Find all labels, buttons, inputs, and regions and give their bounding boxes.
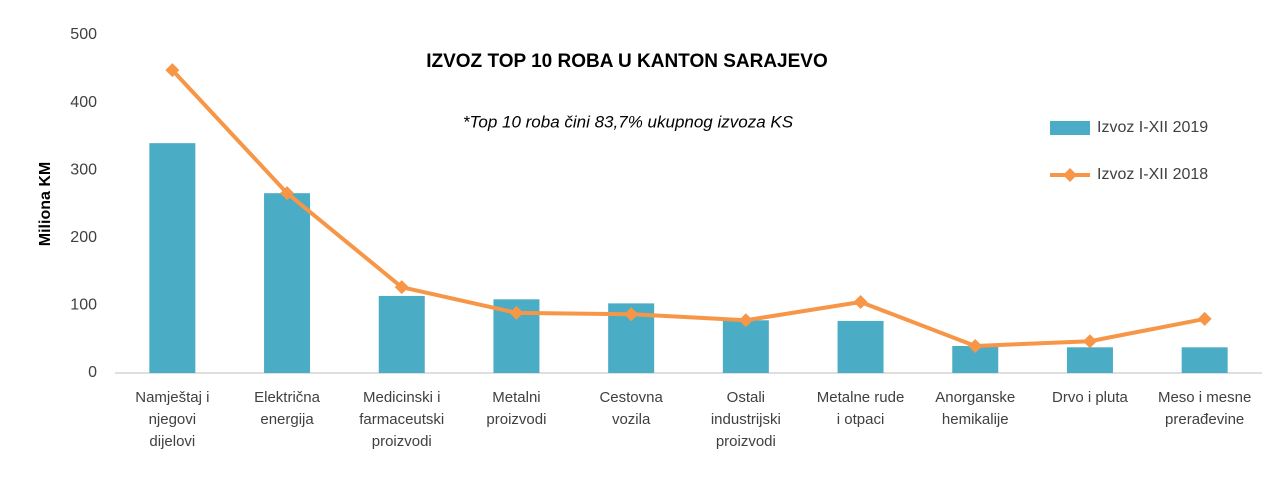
line-marker — [165, 63, 180, 78]
bar — [264, 193, 311, 373]
y-tick-label: 400 — [70, 94, 97, 111]
line-marker — [853, 295, 868, 310]
x-tick-label: Cestovna vozila — [599, 389, 663, 428]
bar — [837, 320, 884, 373]
x-tick-label: Namještaj i njegovi dijelovi — [135, 389, 209, 450]
line — [170, 68, 1206, 348]
x-tick-label: Električna energija — [254, 389, 321, 428]
x-tick-label: Metalne rude i otpaci — [817, 389, 905, 428]
legend-label: Izvoz I-XII 2019 — [1097, 119, 1208, 136]
x-tick-label: Drvo i pluta — [1052, 389, 1129, 406]
line-marker — [280, 186, 295, 201]
x-tick-label: Medicinski i farmaceutski proizvodi — [359, 389, 444, 450]
chart-subtitle: *Top 10 roba čini 83,7% ukupnog izvoza K… — [463, 112, 794, 131]
bar — [149, 143, 196, 373]
bar — [378, 295, 425, 373]
x-tick-label: Metalni proizvodi — [486, 389, 546, 428]
y-tick-label: 100 — [70, 297, 97, 314]
bar — [722, 320, 769, 373]
line-marker — [624, 307, 639, 322]
y-tick-label: 300 — [70, 161, 97, 178]
line-marker — [968, 338, 983, 353]
y-tick-label: 200 — [70, 229, 97, 246]
line-marker — [509, 305, 524, 320]
x-tick-label: Meso i mesne prerađevine — [1158, 389, 1251, 428]
chart-title: IZVOZ TOP 10 ROBA U KANTON SARAJEVO — [426, 51, 828, 72]
line-marker — [1197, 311, 1212, 326]
legend-swatch — [1050, 121, 1090, 135]
legend-swatch — [1063, 168, 1077, 182]
legend-label: Izvoz I-XII 2018 — [1097, 166, 1208, 183]
x-tick-label: Ostali industrijski proizvodi — [711, 389, 781, 450]
bar — [1181, 347, 1228, 373]
line-marker — [394, 280, 409, 295]
y-axis-label: Miliona KM — [37, 162, 54, 246]
y-tick-label: 0 — [88, 364, 97, 381]
line-marker — [738, 313, 753, 328]
line-marker — [1082, 334, 1097, 349]
bar — [1066, 347, 1113, 373]
y-tick-label: 500 — [70, 26, 97, 43]
x-tick-label: Anorganske hemikalije — [935, 389, 1015, 428]
